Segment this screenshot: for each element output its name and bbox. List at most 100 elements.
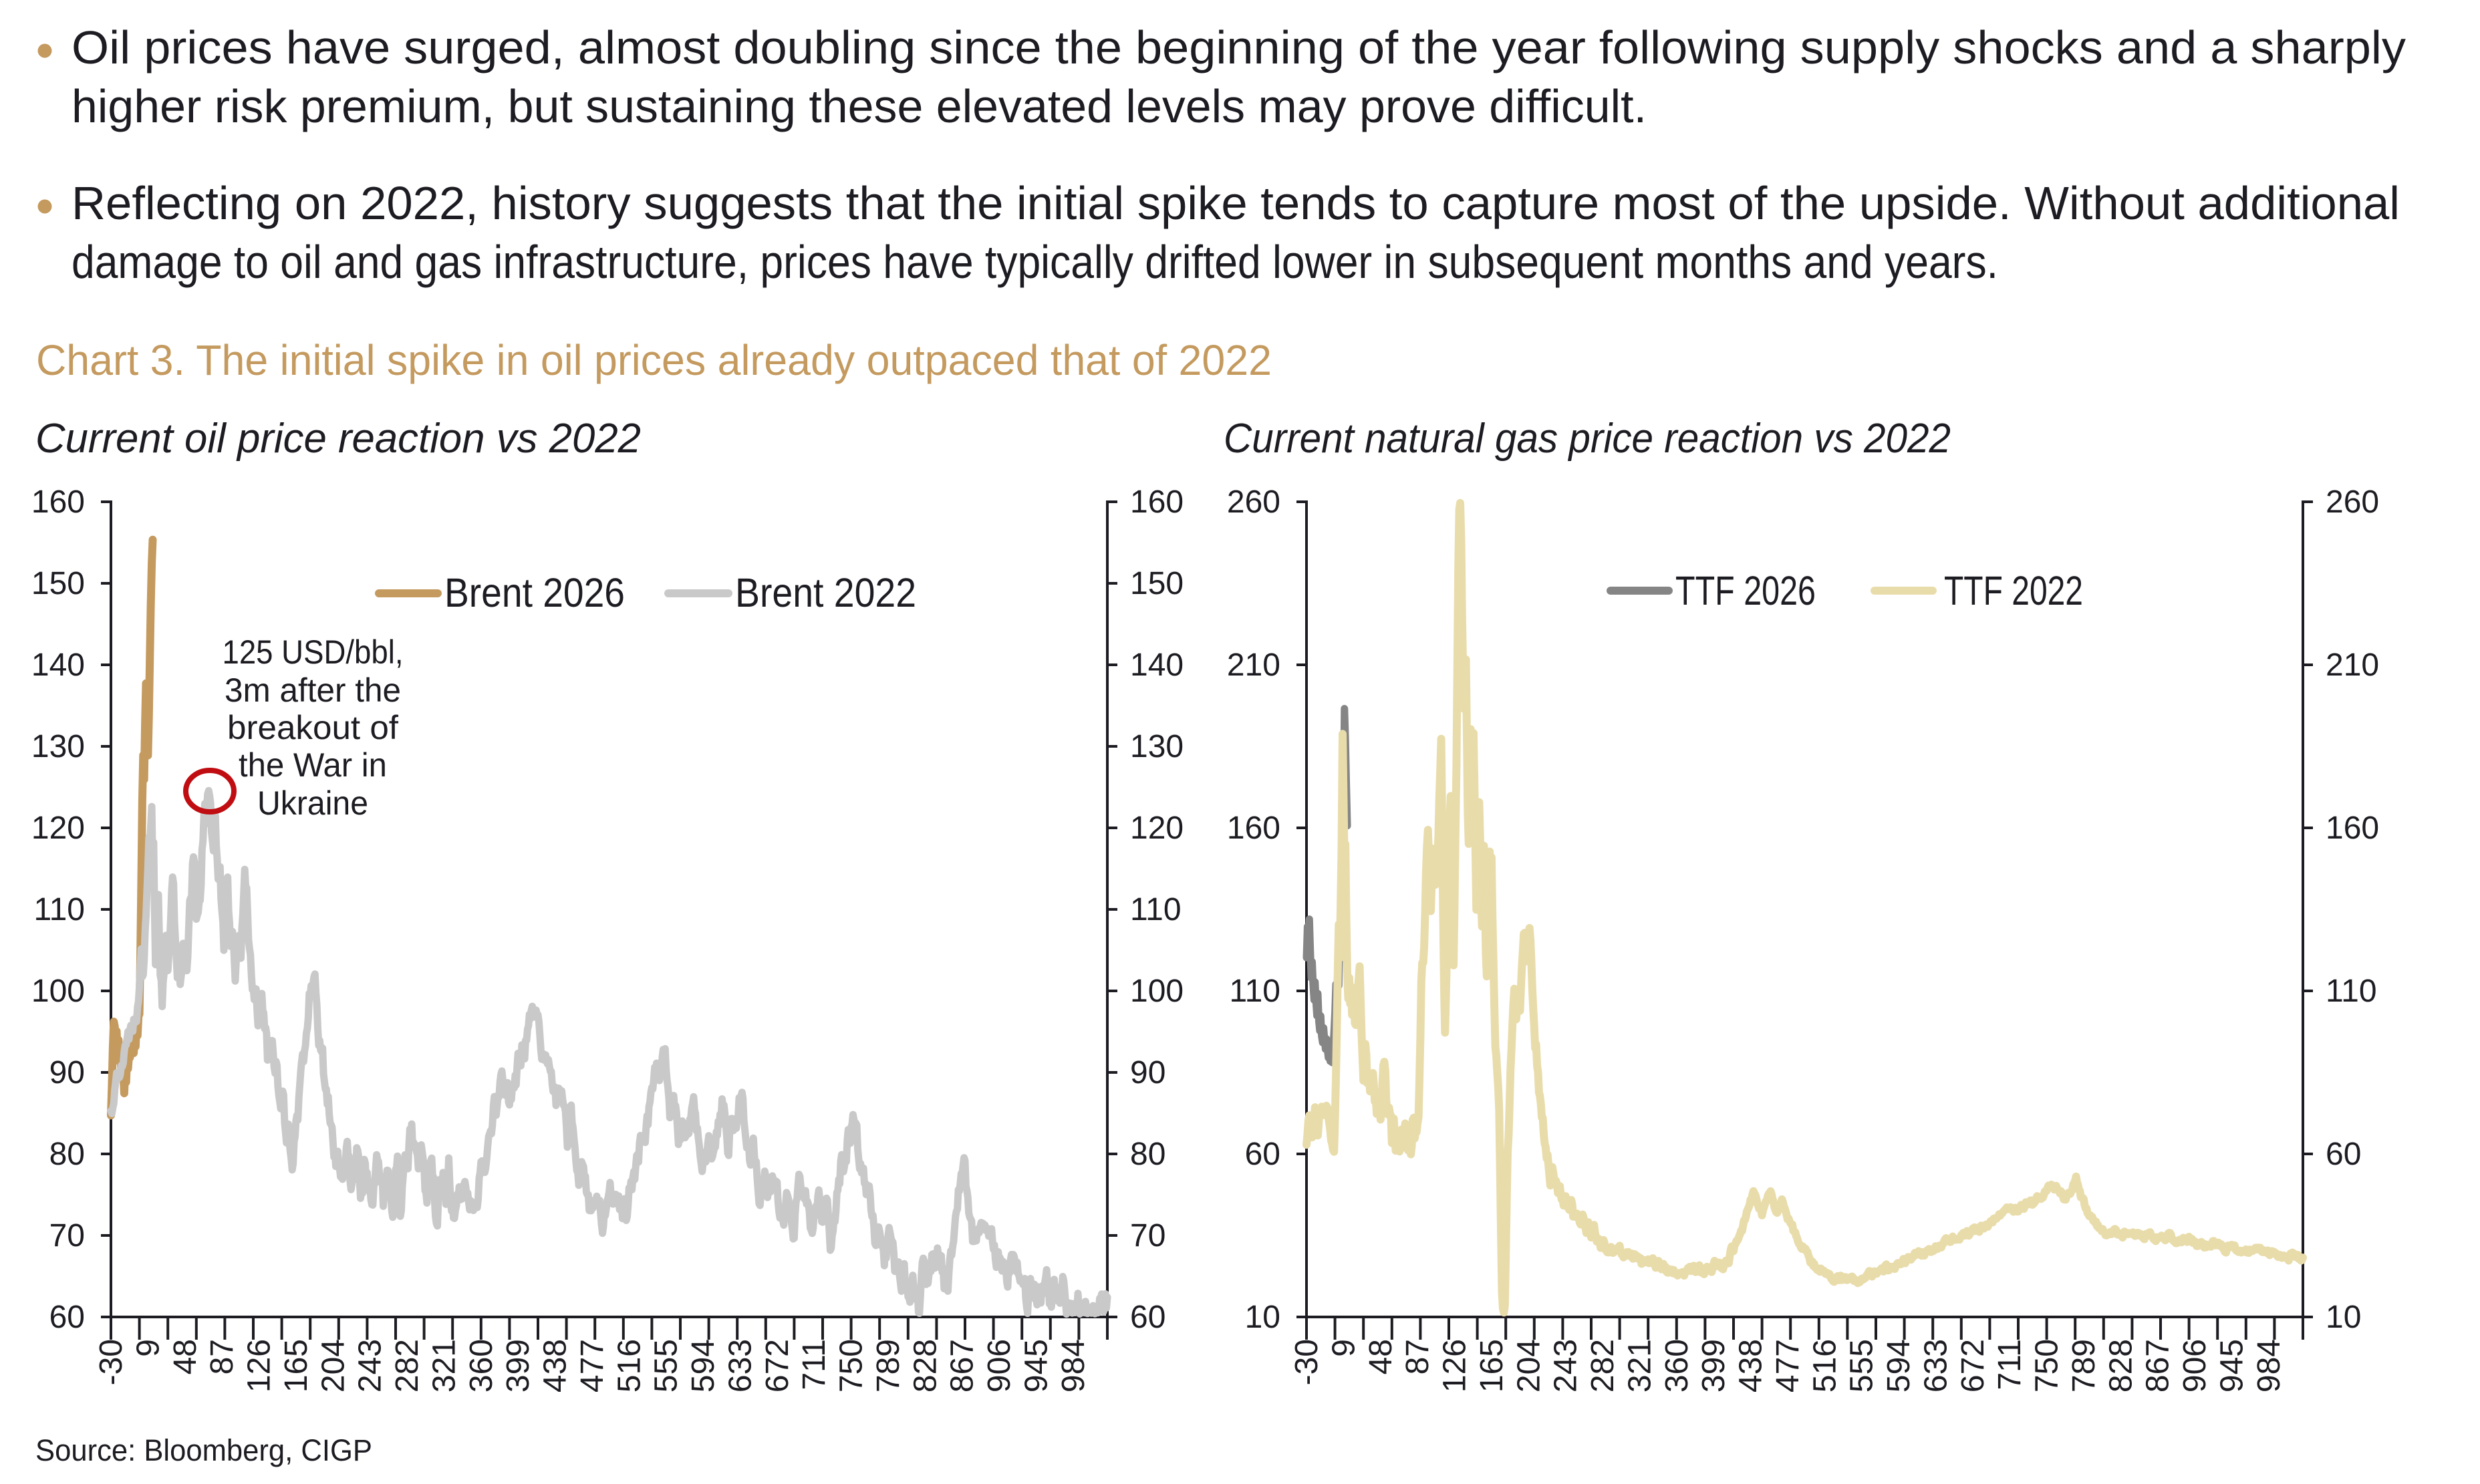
svg-text:555: 555: [1844, 1339, 1880, 1392]
svg-text:160: 160: [1130, 484, 1184, 520]
svg-text:906: 906: [982, 1339, 1017, 1392]
svg-text:130: 130: [1130, 729, 1184, 764]
svg-text:633: 633: [1919, 1339, 1954, 1392]
svg-text:672: 672: [1955, 1339, 1991, 1392]
svg-text:TTF 2026: TTF 2026: [1675, 568, 1816, 613]
svg-text:10: 10: [1245, 1300, 1280, 1335]
svg-text:165: 165: [279, 1339, 314, 1392]
svg-text:126: 126: [1437, 1339, 1473, 1392]
svg-text:867: 867: [945, 1339, 980, 1392]
svg-text:80: 80: [49, 1137, 85, 1172]
svg-text:110: 110: [33, 892, 85, 927]
svg-text:60: 60: [1245, 1137, 1280, 1172]
svg-text:70: 70: [1130, 1218, 1165, 1253]
svg-text:100: 100: [31, 974, 85, 1009]
svg-text:160: 160: [2326, 810, 2379, 846]
svg-text:282: 282: [1585, 1339, 1621, 1392]
svg-text:Ukraine: Ukraine: [257, 784, 368, 822]
svg-text:Oil prices have surged, almost: Oil prices have surged, almost doubling …: [72, 21, 2406, 73]
svg-text:110: 110: [1229, 974, 1280, 1009]
svg-text:140: 140: [31, 647, 85, 683]
svg-text:100: 100: [1130, 974, 1184, 1009]
svg-text:Source: Bloomberg, CIGP: Source: Bloomberg, CIGP: [35, 1433, 372, 1467]
svg-text:210: 210: [2326, 647, 2379, 683]
svg-text:Brent 2022: Brent 2022: [735, 570, 916, 615]
svg-text:TTF 2022: TTF 2022: [1944, 568, 2083, 613]
svg-text:126: 126: [242, 1339, 277, 1392]
svg-text:260: 260: [2326, 484, 2379, 520]
svg-text:438: 438: [1734, 1339, 1769, 1392]
svg-text:Current oil price reaction vs: Current oil price reaction vs 2022: [35, 416, 641, 462]
svg-text:204: 204: [315, 1339, 351, 1392]
svg-text:321: 321: [1622, 1339, 1657, 1392]
svg-text:3m after the: 3m after the: [225, 672, 401, 709]
svg-text:90: 90: [49, 1055, 85, 1090]
svg-text:87: 87: [1400, 1339, 1435, 1374]
svg-text:130: 130: [31, 729, 85, 764]
svg-text:984: 984: [1056, 1339, 1091, 1392]
svg-text:945: 945: [1019, 1339, 1055, 1392]
svg-text:906: 906: [2177, 1339, 2213, 1392]
svg-text:828: 828: [2103, 1339, 2139, 1392]
svg-text:140: 140: [1130, 647, 1184, 683]
svg-text:Brent 2026: Brent 2026: [444, 570, 625, 615]
svg-text:282: 282: [390, 1339, 425, 1392]
svg-text:789: 789: [871, 1339, 906, 1392]
svg-text:789: 789: [2066, 1339, 2102, 1392]
svg-text:243: 243: [1548, 1339, 1584, 1392]
svg-text:higher risk premium, but susta: higher risk premium, but sustaining thes…: [72, 80, 1647, 132]
svg-text:750: 750: [2030, 1339, 2065, 1392]
svg-text:9: 9: [130, 1339, 166, 1357]
svg-text:60: 60: [1130, 1300, 1165, 1335]
svg-text:120: 120: [1130, 810, 1184, 846]
svg-text:9: 9: [1326, 1339, 1361, 1357]
svg-text:399: 399: [1696, 1339, 1732, 1392]
svg-text:594: 594: [1881, 1339, 1917, 1392]
svg-text:711: 711: [1992, 1339, 2028, 1390]
svg-text:80: 80: [1130, 1137, 1165, 1172]
svg-text:Reflecting on 2022, history su: Reflecting on 2022, history suggests tha…: [72, 177, 2400, 229]
svg-text:87: 87: [204, 1339, 240, 1374]
svg-text:-30: -30: [1289, 1339, 1325, 1385]
svg-text:711: 711: [797, 1339, 832, 1390]
svg-text:516: 516: [1807, 1339, 1842, 1392]
svg-text:633: 633: [723, 1339, 759, 1392]
svg-text:70: 70: [49, 1218, 85, 1253]
svg-text:48: 48: [1363, 1339, 1399, 1374]
svg-text:243: 243: [353, 1339, 388, 1392]
svg-text:360: 360: [464, 1339, 499, 1392]
svg-text:594: 594: [686, 1339, 721, 1392]
svg-text:438: 438: [538, 1339, 573, 1392]
svg-text:60: 60: [49, 1300, 85, 1335]
svg-text:10: 10: [2326, 1300, 2361, 1335]
svg-text:204: 204: [1511, 1339, 1546, 1392]
svg-text:516: 516: [611, 1339, 647, 1392]
svg-text:110: 110: [2326, 974, 2377, 1009]
svg-text:breakout of: breakout of: [227, 709, 398, 746]
svg-text:150: 150: [1130, 566, 1184, 601]
svg-text:Chart 3. The initial spike in: Chart 3. The initial spike in oil prices…: [36, 336, 1272, 384]
svg-text:125 USD/bbl,: 125 USD/bbl,: [223, 633, 404, 671]
svg-text:750: 750: [834, 1339, 869, 1392]
svg-text:360: 360: [1659, 1339, 1695, 1392]
svg-text:Current natural gas price reac: Current natural gas price reaction vs 20…: [1224, 416, 1951, 462]
svg-text:110: 110: [1130, 892, 1182, 927]
svg-text:984: 984: [2251, 1339, 2287, 1392]
svg-text:867: 867: [2141, 1339, 2176, 1392]
svg-text:477: 477: [1770, 1339, 1806, 1392]
svg-text:48: 48: [168, 1339, 203, 1374]
svg-text:160: 160: [31, 484, 85, 520]
svg-text:damage to oil and gas infrastr: damage to oil and gas infrastructure, pr…: [72, 236, 1998, 288]
svg-text:165: 165: [1474, 1339, 1510, 1392]
svg-text:321: 321: [426, 1339, 462, 1392]
svg-text:945: 945: [2215, 1339, 2250, 1392]
svg-text:477: 477: [575, 1339, 610, 1392]
svg-text:the War in: the War in: [239, 746, 387, 784]
svg-text:60: 60: [2326, 1137, 2361, 1172]
svg-text:260: 260: [1227, 484, 1280, 520]
svg-text:150: 150: [31, 566, 85, 601]
svg-text:90: 90: [1130, 1055, 1165, 1090]
svg-text:-30: -30: [94, 1339, 129, 1385]
svg-text:828: 828: [908, 1339, 943, 1392]
svg-text:160: 160: [1227, 810, 1280, 846]
